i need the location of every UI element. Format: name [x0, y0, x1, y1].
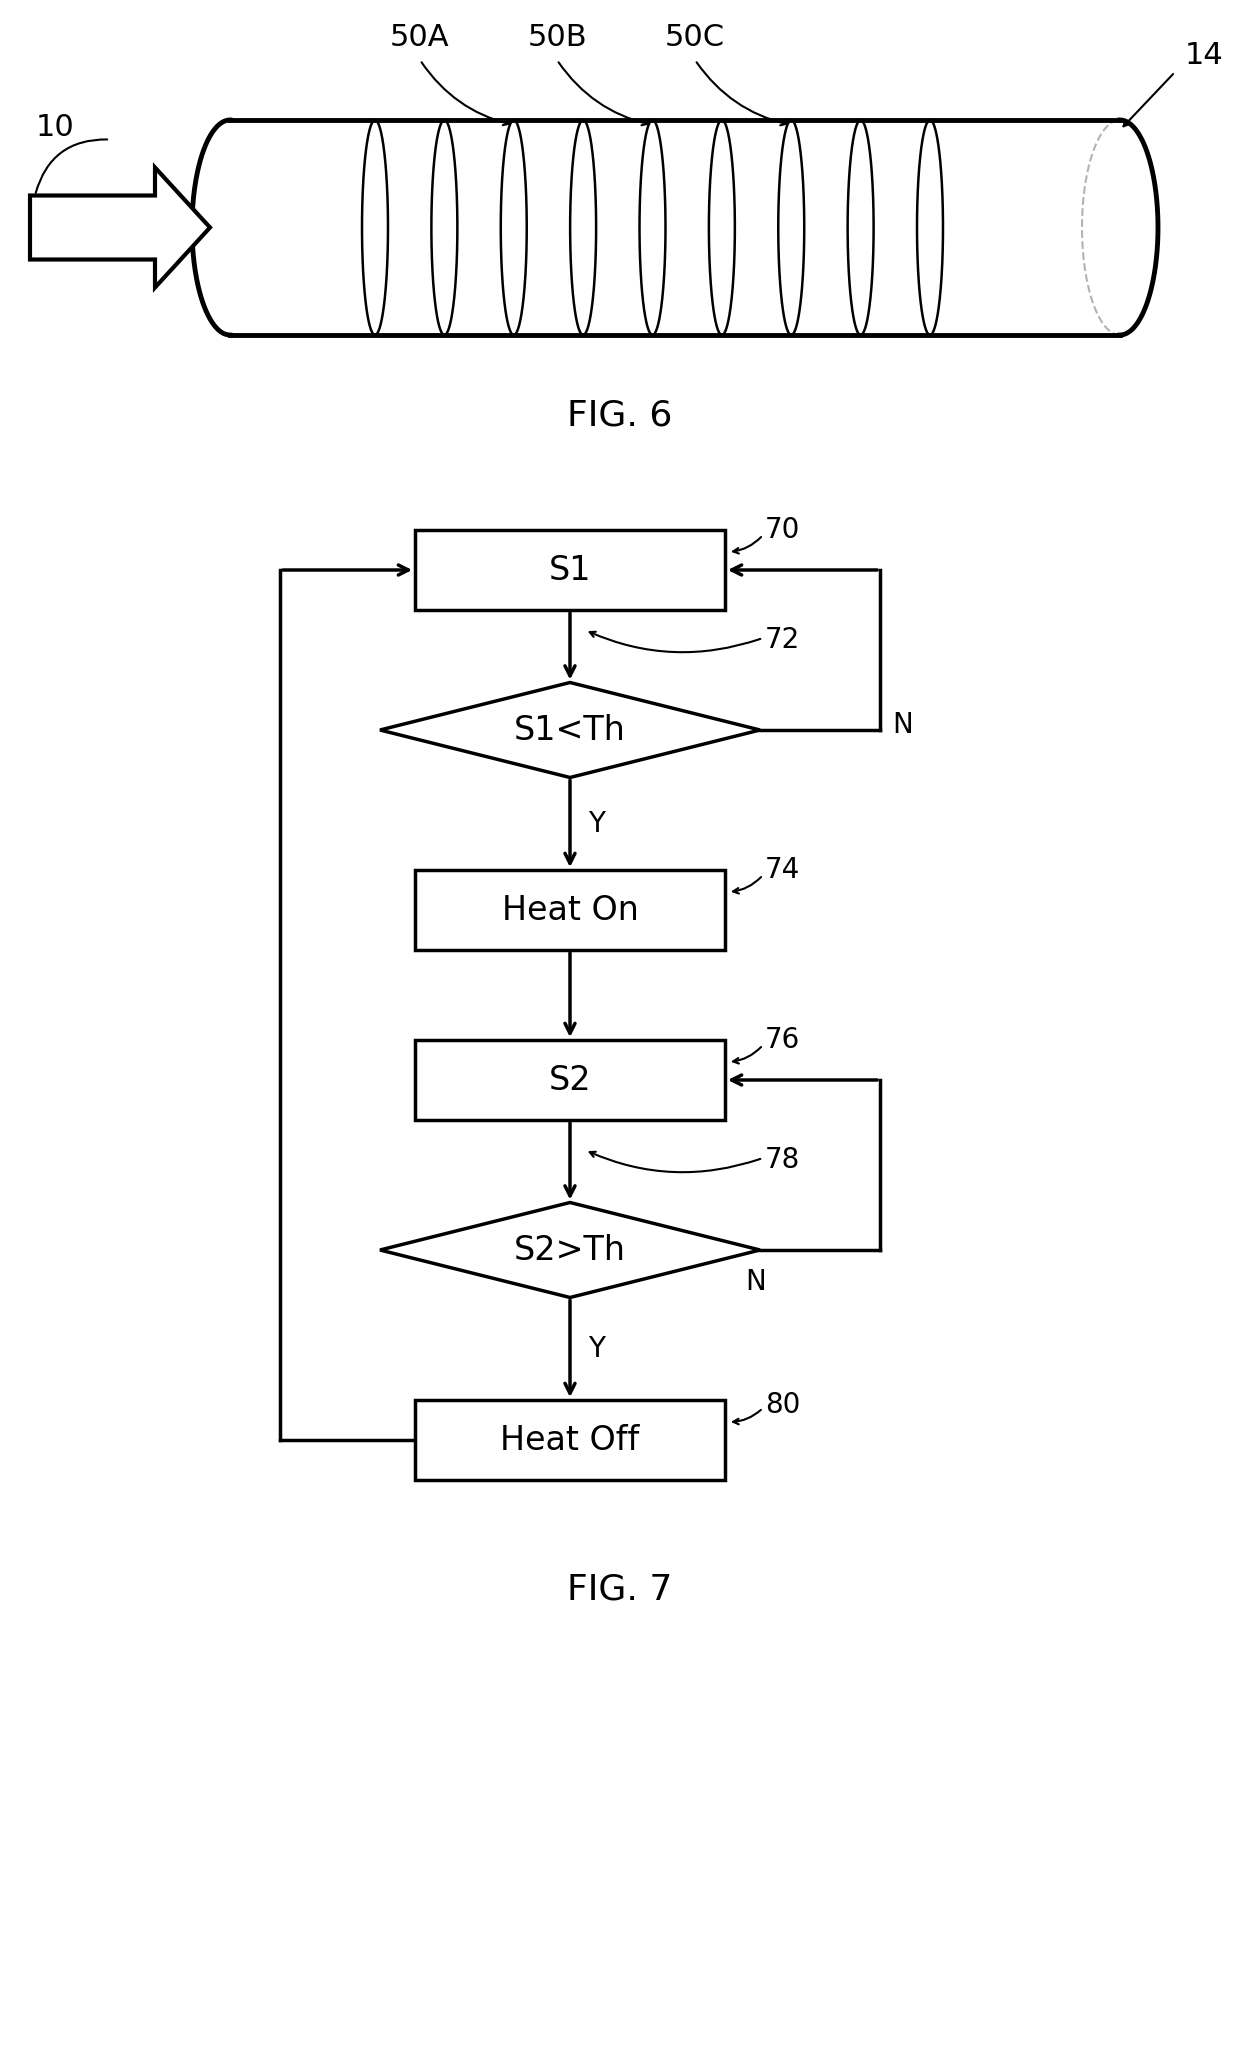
Text: 50B: 50B [527, 23, 587, 52]
Text: 76: 76 [765, 1026, 800, 1053]
Text: 78: 78 [765, 1146, 800, 1175]
Text: 70: 70 [765, 516, 800, 543]
Text: 50C: 50C [665, 23, 725, 52]
Text: 72: 72 [765, 626, 800, 655]
Text: FIG. 7: FIG. 7 [568, 1574, 672, 1607]
Text: 14: 14 [1185, 41, 1224, 70]
Text: N: N [745, 1268, 766, 1297]
Text: Y: Y [588, 1334, 605, 1363]
FancyBboxPatch shape [415, 1041, 725, 1119]
FancyBboxPatch shape [415, 869, 725, 950]
FancyBboxPatch shape [415, 531, 725, 609]
Text: S1: S1 [549, 553, 591, 586]
Text: 10: 10 [36, 114, 74, 142]
Text: 50A: 50A [391, 23, 450, 52]
Polygon shape [379, 684, 760, 779]
Text: S1<Th: S1<Th [515, 714, 626, 748]
Text: 80: 80 [765, 1392, 800, 1419]
Polygon shape [379, 1202, 760, 1297]
Polygon shape [30, 167, 210, 287]
Text: S2>Th: S2>Th [515, 1233, 626, 1266]
FancyBboxPatch shape [415, 1400, 725, 1481]
Text: N: N [892, 710, 913, 739]
Text: 74: 74 [765, 857, 800, 884]
Text: Heat Off: Heat Off [501, 1423, 640, 1456]
Text: S2: S2 [548, 1063, 591, 1097]
Text: FIG. 6: FIG. 6 [568, 399, 672, 432]
Text: Y: Y [588, 809, 605, 838]
Text: Heat On: Heat On [501, 894, 639, 927]
